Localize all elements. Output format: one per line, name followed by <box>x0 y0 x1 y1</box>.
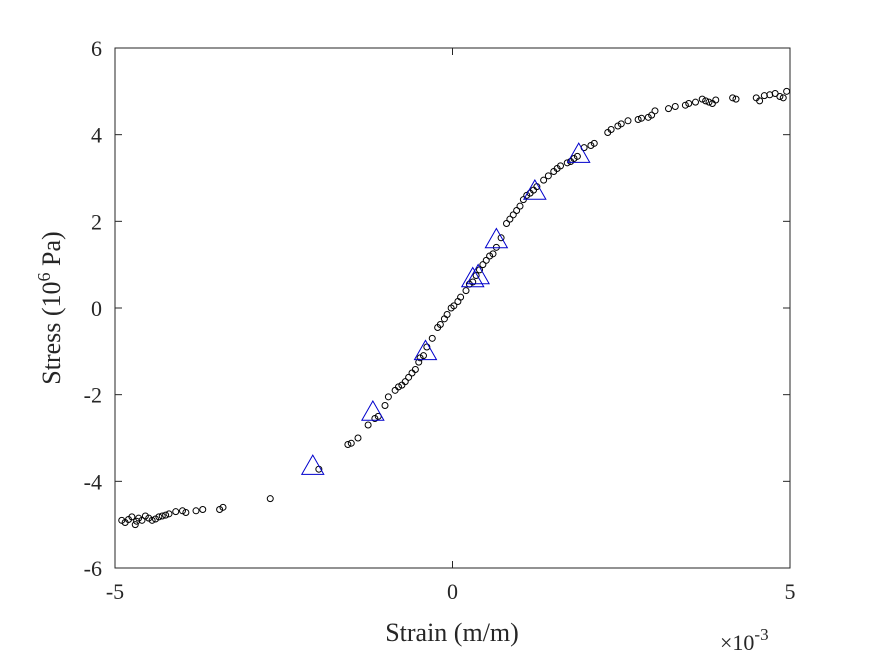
data-point-circle <box>155 513 163 521</box>
data-point-circle <box>729 94 737 102</box>
data-point-circle <box>513 207 521 214</box>
data-point-circle <box>165 510 173 518</box>
data-point-circle <box>131 521 139 529</box>
data-point-circle <box>347 439 355 447</box>
data-point-circle <box>732 95 740 103</box>
y-tick-label: -6 <box>84 556 102 581</box>
data-point-circle <box>344 441 352 448</box>
data-point-circle <box>479 261 487 269</box>
data-point-triangle <box>413 339 438 361</box>
x-tick-label: 5 <box>785 579 796 604</box>
data-point-circle <box>384 393 392 401</box>
data-point-circle <box>381 402 389 409</box>
y-tick-label: 6 <box>91 36 102 61</box>
data-point-triangle <box>522 178 547 200</box>
x-tick-label: 0 <box>447 579 458 604</box>
data-point-circle <box>443 311 451 318</box>
data-point-circle <box>756 97 764 105</box>
data-point-circle <box>648 111 656 119</box>
data-point-circle <box>482 256 490 264</box>
data-point-circle <box>436 320 444 328</box>
y-tick-label: -2 <box>84 383 102 408</box>
data-point-triangle <box>360 399 385 421</box>
x-axis-multiplier: ×10-3 <box>720 625 769 655</box>
data-point-circle <box>469 278 477 286</box>
y-tick-labels: -6 -4 -2 0 2 4 6 <box>84 36 102 581</box>
x-tick-labels: -5 0 5 <box>106 579 796 604</box>
y-tick-label: -4 <box>84 469 102 494</box>
x-tick-label: -5 <box>106 579 124 604</box>
data-point-circle <box>783 87 791 95</box>
data-point-circle <box>419 352 427 360</box>
data-point-circle <box>138 516 146 524</box>
data-point-circle <box>779 94 787 102</box>
data-point-triangle <box>484 227 509 249</box>
x-axis-label: Strain (m/m) <box>385 618 519 647</box>
data-point-circle <box>199 506 207 513</box>
data-point-circle <box>503 220 510 227</box>
data-point-circle <box>634 116 642 123</box>
data-point-circle <box>590 139 598 147</box>
data-point-circle <box>428 334 436 342</box>
data-point-circle <box>266 495 274 503</box>
data-point-circle <box>506 215 514 223</box>
data-point-circle <box>516 202 524 210</box>
data-point-triangle <box>466 263 491 285</box>
data-point-circle <box>760 92 768 100</box>
data-point-circle <box>624 117 632 125</box>
data-point-circle <box>489 250 497 258</box>
data-point-triangle <box>300 454 325 475</box>
data-point-circle <box>364 421 372 429</box>
y-tick-label: 0 <box>91 296 102 321</box>
data-point-circle <box>685 99 693 107</box>
data-point-circle <box>450 302 458 310</box>
y-tick-label: 2 <box>91 209 102 234</box>
data-point-circle <box>411 366 419 374</box>
data-point-triangle <box>566 142 591 163</box>
data-point-circle <box>128 513 136 521</box>
y-axis-label: Stress (106 Pa) <box>34 231 66 384</box>
y-tick-label: 4 <box>91 123 102 148</box>
data-point-circle <box>712 96 720 104</box>
data-point-circle <box>162 511 170 519</box>
triangle-series <box>300 142 591 475</box>
data-point-circle <box>192 507 200 515</box>
data-point-circle <box>401 378 409 386</box>
data-point-circle <box>671 103 679 110</box>
plot-area <box>114 47 791 569</box>
data-point-circle <box>395 383 402 391</box>
data-point-circle <box>544 172 552 180</box>
axis-ticks <box>114 47 791 569</box>
data-point-circle <box>179 507 186 515</box>
data-point-circle <box>702 97 710 105</box>
data-point-circle <box>557 162 564 170</box>
data-point-circle <box>158 512 166 520</box>
data-point-circle <box>681 101 689 109</box>
data-point-circle <box>698 95 706 103</box>
data-point-circle <box>617 120 625 128</box>
data-point-circle <box>497 234 505 242</box>
data-point-circle <box>219 503 227 511</box>
data-point-circle <box>638 114 645 122</box>
data-point-circle <box>651 107 659 115</box>
data-point-circle <box>607 125 615 133</box>
data-point-circle <box>148 516 156 524</box>
data-point-circle <box>692 98 699 106</box>
data-point-circle <box>172 508 180 516</box>
data-point-circle <box>509 211 517 219</box>
data-point-circle <box>182 509 190 517</box>
data-point-circle <box>457 293 465 301</box>
data-point-circle <box>573 152 581 160</box>
data-point-circle <box>462 287 470 295</box>
data-point-circle <box>354 434 362 442</box>
data-point-triangle <box>460 266 485 288</box>
data-point-circle <box>705 98 713 106</box>
data-point-circle <box>665 105 672 113</box>
data-point-circle <box>540 176 548 184</box>
data-point-circle <box>405 373 413 381</box>
data-point-circle <box>776 93 784 101</box>
